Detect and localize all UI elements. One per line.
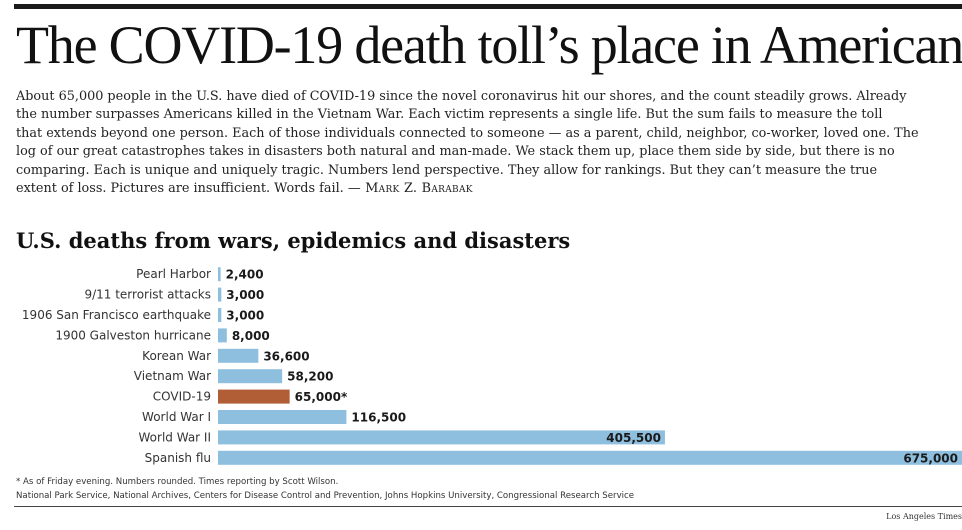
bar-chart: Pearl Harbor 2,400 9/11 terrorist attacks 3… — [22, 267, 962, 465]
category-label-9-11-terrorist-attacks: 9/11 terrorist attacks — [84, 288, 211, 302]
top-rule — [14, 4, 962, 9]
bar-covid-19 — [218, 389, 290, 404]
bar-9-11-terrorist-attacks — [218, 287, 222, 302]
intro-line: comparing. Each is unique and uniquely t… — [16, 162, 878, 178]
page-title: The COVID-19 death toll’s place in Ameri… — [16, 15, 962, 75]
intro-line: the number surpasses Americans killed in… — [16, 107, 883, 123]
value-label-1906-san-francisco-earthquake: 3,000 — [226, 309, 264, 323]
chart-notes: * As of Friday evening. Numbers rounded.… — [16, 475, 946, 503]
bar-pearl-harbor — [218, 267, 221, 282]
chart-title: U.S. deaths from wars, epidemics and dis… — [16, 228, 571, 253]
intro-line: About 65,000 people in the U.S. have die… — [16, 89, 907, 104]
bar-korean-war — [218, 348, 259, 363]
category-label-world-war-i: World War I — [142, 410, 211, 424]
value-label-world-war-i: 116,500 — [351, 411, 406, 425]
value-label-korean-war: 36,600 — [263, 349, 309, 363]
category-label-pearl-harbor: Pearl Harbor — [136, 267, 211, 281]
value-label-covid-19: 65,000* — [295, 390, 348, 404]
value-label-spanish-flu: 675,000 — [903, 451, 958, 465]
category-label-covid-19: COVID-19 — [153, 390, 211, 404]
intro-line-last: extent of loss. Pictures are insufficien… — [16, 180, 962, 198]
category-label-korean-war: Korean War — [142, 349, 211, 363]
bar-1900-galveston-hurricane — [218, 328, 227, 343]
bottom-rule — [14, 506, 962, 507]
bar-world-war-ii — [218, 430, 665, 445]
category-label-vietnam-war: Vietnam War — [134, 369, 211, 383]
intro-line: that extends beyond one person. Each of … — [16, 125, 919, 141]
bar-spanish-flu — [218, 450, 962, 465]
value-label-world-war-ii: 405,500 — [606, 431, 661, 445]
value-label-pearl-harbor: 2,400 — [226, 268, 264, 282]
publisher-credit: Los Angeles Times — [886, 512, 962, 521]
intro-line-text: extent of loss. Pictures are insufficien… — [16, 180, 344, 196]
value-label-9-11-terrorist-attacks: 3,000 — [226, 288, 264, 302]
category-label-1900-galveston-hurricane: 1900 Galveston hurricane — [55, 328, 211, 342]
intro-paragraph: About 65,000 people in the U.S. have die… — [16, 88, 962, 198]
intro-line: log of our great catastrophes takes in d… — [16, 144, 895, 160]
sources-line: National Park Service, National Archives… — [16, 491, 635, 501]
category-label-1906-san-francisco-earthquake: 1906 San Francisco earthquake — [22, 308, 211, 322]
value-label-1900-galveston-hurricane: 8,000 — [232, 329, 270, 343]
category-label-spanish-flu: Spanish flu — [145, 451, 211, 465]
bar-world-war-i — [218, 410, 347, 424]
footnote: * As of Friday evening. Numbers rounded.… — [16, 477, 339, 487]
bar-1906-san-francisco-earthquake — [218, 308, 222, 322]
category-label-world-war-ii: World War II — [139, 430, 211, 444]
byline: — Mark Z. Barabak — [347, 180, 473, 196]
bar-vietnam-war — [218, 369, 283, 384]
value-label-vietnam-war: 58,200 — [287, 370, 333, 384]
